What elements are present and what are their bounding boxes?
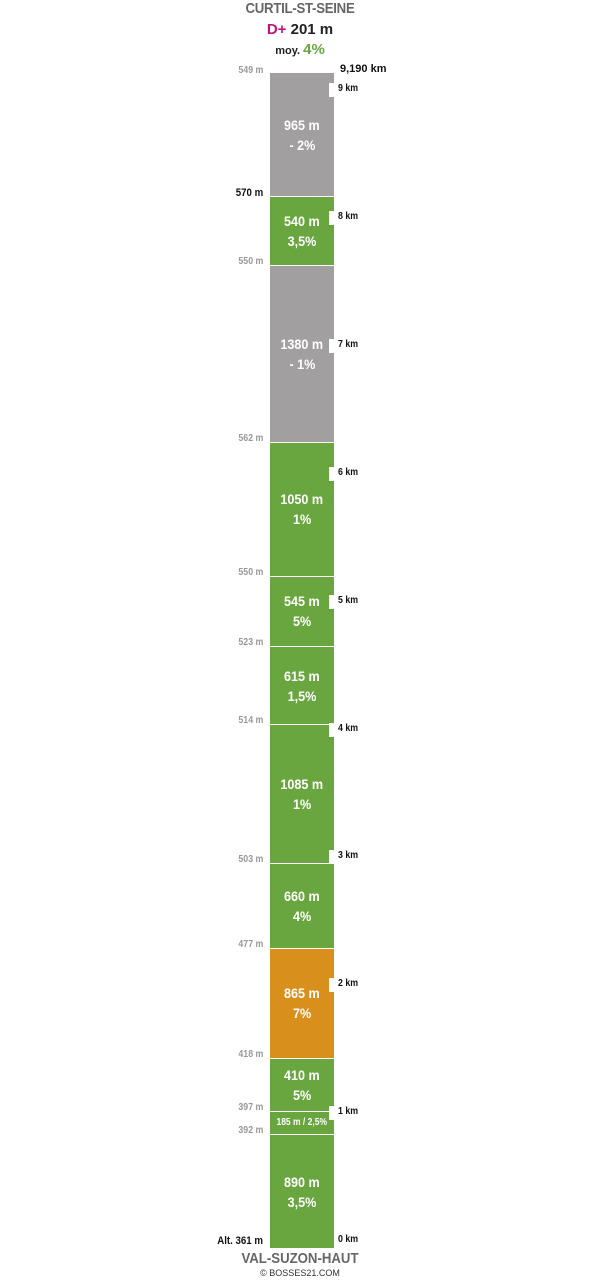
km-tick-marker <box>329 722 339 737</box>
profile-segment: 865 m 7% <box>270 947 334 1059</box>
segment-length: 1050 m <box>280 491 324 508</box>
altitude-label: 550 m <box>238 256 263 268</box>
profile-segment: 410 m 5% <box>270 1058 334 1111</box>
km-label: 8 km <box>338 211 359 223</box>
km-label: 6 km <box>338 466 359 478</box>
average-grade-value: 4% <box>303 41 325 58</box>
segment-length: 185 m / 2,5% <box>276 1116 328 1128</box>
km-tick-marker <box>329 211 339 226</box>
segment-grade: - 2% <box>289 136 315 153</box>
km-label: 3 km <box>338 850 359 862</box>
profile-segment: 890 m 3,5% <box>270 1134 334 1248</box>
segment-grade: 1% <box>292 511 312 528</box>
km-tick-marker <box>329 978 339 993</box>
climb-profile-bar: 965 m - 2% 540 m 3,5% 1380 m - 1% 1050 m 1% 545 … <box>270 73 334 1248</box>
profile-segment: 615 m 1,5% <box>270 645 334 725</box>
km-label: 9 km <box>338 83 359 95</box>
segment-grade: 3,5% <box>287 233 317 250</box>
km-tick-marker <box>329 594 339 609</box>
segment-length: 545 m <box>284 593 320 610</box>
segment-length: 865 m <box>284 985 320 1002</box>
total-distance: 9,190 km <box>340 63 387 75</box>
km-label: 4 km <box>338 722 359 734</box>
altitude-label: 549 m <box>238 65 263 76</box>
segment-length: 540 m <box>284 213 320 230</box>
profile-segment: 1380 m - 1% <box>270 265 334 442</box>
segment-length: 410 m <box>284 1066 320 1083</box>
km-label: 5 km <box>338 594 359 606</box>
profile-segment: 545 m 5% <box>270 576 334 646</box>
profile-segment: 540 m 3,5% <box>270 196 334 266</box>
profile-segment: 185 m / 2,5% <box>270 1110 334 1135</box>
segment-grade: 5% <box>292 613 312 630</box>
elevation-gain-value: 201 m <box>290 21 334 38</box>
profile-segment: 965 m - 2% <box>270 73 334 197</box>
altitude-label: 392 m <box>238 1125 263 1137</box>
km-label: 2 km <box>338 978 359 990</box>
elevation-gain-label: D+ <box>266 21 287 38</box>
segment-length: 615 m <box>284 667 320 684</box>
profile-segment: 1085 m 1% <box>270 724 334 864</box>
segment-length: 965 m <box>284 116 320 133</box>
profile-segment: 660 m 4% <box>270 863 334 948</box>
segment-grade: 4% <box>292 907 312 924</box>
km-tick-marker <box>329 83 339 98</box>
altitude-label: 477 m <box>238 938 263 950</box>
segment-grade: 3,5% <box>287 1193 317 1210</box>
altitude-label: 514 m <box>238 715 263 727</box>
segment-length: 660 m <box>284 887 320 904</box>
segment-grade: 1,5% <box>287 687 317 704</box>
segment-grade: 5% <box>292 1086 312 1103</box>
altitude-label: 397 m <box>238 1101 263 1113</box>
km-tick-marker <box>329 466 339 481</box>
km-label: 1 km <box>338 1106 359 1118</box>
km-label: 0 km <box>338 1234 359 1245</box>
km-tick-marker <box>329 1106 339 1121</box>
km-label: 7 km <box>338 339 359 350</box>
altitude-label: 562 m <box>238 432 263 444</box>
copyright-text: © BOSSES21.COM <box>260 1268 340 1278</box>
segment-grade: - 1% <box>289 356 315 373</box>
average-grade-label: moy. <box>275 45 301 57</box>
km-tick-marker <box>329 339 339 353</box>
segment-grade: 7% <box>292 1005 312 1022</box>
altitude-label: Alt. 361 m <box>217 1235 263 1247</box>
altitude-label: 570 m <box>235 187 263 200</box>
altitude-label: 503 m <box>238 854 263 866</box>
segment-length: 1085 m <box>280 776 324 793</box>
km-tick-marker <box>329 850 339 865</box>
segment-length: 890 m <box>284 1173 320 1190</box>
segment-grade: 1% <box>292 796 312 813</box>
altitude-label: 550 m <box>238 567 263 579</box>
altitude-label: 418 m <box>238 1049 263 1061</box>
altitude-label: 523 m <box>238 636 263 648</box>
start-location-title: CURTIL-ST-SEINE <box>245 0 355 17</box>
end-location-title: VAL-SUZON-HAUT <box>241 1250 359 1267</box>
segment-length: 1380 m <box>280 336 324 353</box>
average-grade: moy. 4% <box>0 41 600 58</box>
profile-segment: 1050 m 1% <box>270 441 334 577</box>
elevation-gain: D+ 201 m <box>0 21 600 38</box>
